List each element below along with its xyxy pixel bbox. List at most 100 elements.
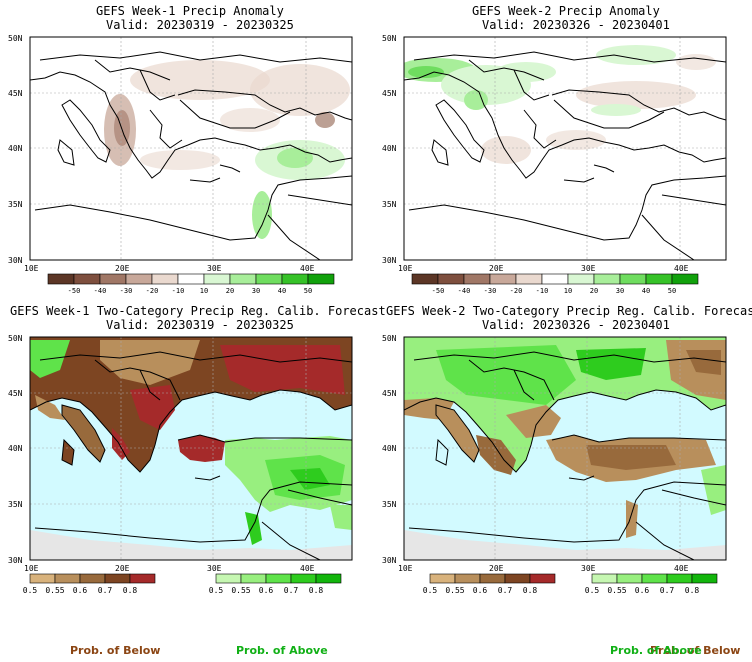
colorbar-swatch (671, 273, 699, 285)
colorbar-label: 50 (668, 287, 676, 295)
colorbar-label: 0.8 (309, 586, 324, 595)
colorbar-label: 0.6 (635, 586, 650, 595)
lat-label: 40N (8, 144, 23, 153)
lat-label: 50N (382, 334, 397, 343)
axis-tick-labels: 50N 45N 40N 35N 30N 10E 20E 30E 40E (8, 334, 315, 573)
probability-shading (404, 337, 726, 538)
colorbar-swatch (255, 273, 283, 285)
lon-label: 30E (207, 264, 222, 273)
colorbar-swatch (454, 573, 481, 584)
lat-label: 45N (8, 389, 23, 398)
colorbar-swatch (73, 273, 101, 285)
colorbar-swatch (515, 273, 543, 285)
axis-tick-labels: 50N 45N 40N 35N 30N 10E 20E 30E 40E (382, 334, 689, 573)
colorbar-label: 0.5 (423, 586, 438, 595)
panel-title: GEFS Week-2 Two-Category Precip Reg. Cal… (386, 304, 752, 318)
precip-anomaly-shading (404, 45, 716, 164)
lat-label: 45N (382, 389, 397, 398)
colorbar-swatch (129, 573, 156, 584)
map-week2-anomaly: 50N 45N 40N 35N 30N 10E 20E 30E 40E (382, 34, 727, 273)
colorbar-swatch (567, 273, 595, 285)
colorbar-swatch (541, 273, 569, 285)
probability-shading (30, 337, 352, 545)
colorbar-swatch (411, 273, 439, 285)
colorbar-swatch (265, 573, 292, 584)
precip-anomaly-shading (104, 60, 350, 239)
colorbar-swatch (529, 573, 556, 584)
panel-title: GEFS Week-1 Precip Anomaly (96, 4, 284, 18)
colorbar-swatch (54, 573, 81, 584)
lon-label: 10E (24, 564, 39, 573)
lon-label: 10E (24, 264, 39, 273)
panel-valid-dates: Valid: 20230326 - 20230401 (482, 318, 670, 332)
colorbar-swatch (307, 273, 335, 285)
colorbar-label: 0.5 (23, 586, 38, 595)
below-probability-caption: Prob. of Below (70, 644, 161, 657)
colorbar-swatch (104, 573, 131, 584)
colorbar-label: 0.6 (73, 586, 88, 595)
colorbar-label: 10 (200, 287, 208, 295)
colorbar-swatch (47, 273, 75, 285)
lon-label: 10E (398, 264, 413, 273)
panel-week2-probability: GEFS Week-2 Two-Category Precip Reg. Cal… (376, 300, 752, 662)
panel-title: GEFS Week-1 Two-Category Precip Reg. Cal… (10, 304, 386, 318)
panel-valid-dates: Valid: 20230319 - 20230325 (106, 318, 294, 332)
colorbar-label: 0.5 (585, 586, 600, 595)
colorbar-swatch (240, 573, 267, 584)
colorbar-swatch (315, 573, 342, 584)
map-week1-probability: 50N 45N 40N 35N 30N 10E 20E 30E 40E (8, 334, 353, 573)
colorbar-label: 0.7 (498, 586, 513, 595)
colorbar-label: 10 (564, 287, 572, 295)
colorbar-swatch (281, 273, 309, 285)
axis-tick-labels: 50N 45N 40N 35N 30N 10E 20E 30E 40E (382, 34, 689, 273)
colorbar-swatch (151, 273, 179, 285)
lat-label: 50N (382, 34, 397, 43)
colorbar-swatch (463, 273, 491, 285)
colorbar-swatch (29, 573, 56, 584)
colorbar-swatch (429, 573, 456, 584)
colorbar-swatch (79, 573, 106, 584)
panel-valid-dates: Valid: 20230326 - 20230401 (482, 18, 670, 32)
colorbar-label: -10 (172, 287, 185, 295)
colorbar-label: -20 (510, 287, 523, 295)
colorbar-swatch (593, 273, 621, 285)
colorbar-label: -30 (120, 287, 133, 295)
lat-label: 30N (382, 556, 397, 565)
colorbar-swatch (504, 573, 531, 584)
lat-label: 30N (382, 256, 397, 265)
above-probability-caption: Prob. of Above (236, 644, 328, 657)
lat-label: 35N (382, 500, 397, 509)
colorbar-swatch (215, 573, 242, 584)
colorbar-swatch (616, 573, 643, 584)
above-probability-caption: Prob. of Above (610, 644, 702, 657)
colorbar-label: 0.6 (259, 586, 274, 595)
colorbar-label: 0.7 (98, 586, 113, 595)
colorbar-swatch (290, 573, 317, 584)
lat-label: 40N (8, 444, 23, 453)
lat-label: 35N (8, 200, 23, 209)
lat-label: 30N (8, 556, 23, 565)
lon-label: 40E (674, 564, 689, 573)
colorbar-swatch (645, 273, 673, 285)
colorbar-swatch (489, 273, 517, 285)
colorbar-swatch (177, 273, 205, 285)
colorbar-label: 0.55 (231, 586, 250, 595)
colorbar-label: 0.8 (123, 586, 138, 595)
colorbar-label: -40 (458, 287, 471, 295)
colorbar-swatch (437, 273, 465, 285)
lat-label: 40N (382, 444, 397, 453)
colorbar-label: 30 (616, 287, 624, 295)
colorbar-label: 0.55 (45, 586, 64, 595)
panel-week1-probability: GEFS Week-1 Two-Category Precip Reg. Cal… (0, 300, 386, 662)
colorbar-label: 50 (304, 287, 312, 295)
lat-label: 50N (8, 334, 23, 343)
coastlines-and-borders (30, 351, 352, 560)
map-week1-anomaly: 50N 45N 40N 35N 30N 10E 20E 30E 40E (8, 34, 353, 273)
lon-label: 30E (207, 564, 222, 573)
lat-label: 35N (8, 500, 23, 509)
colorbar-label: 0.7 (660, 586, 675, 595)
colorbar-swatch (479, 573, 506, 584)
colorbar-label: 0.7 (284, 586, 299, 595)
colorbar-label: -30 (484, 287, 497, 295)
colorbar-label: 0.55 (607, 586, 626, 595)
